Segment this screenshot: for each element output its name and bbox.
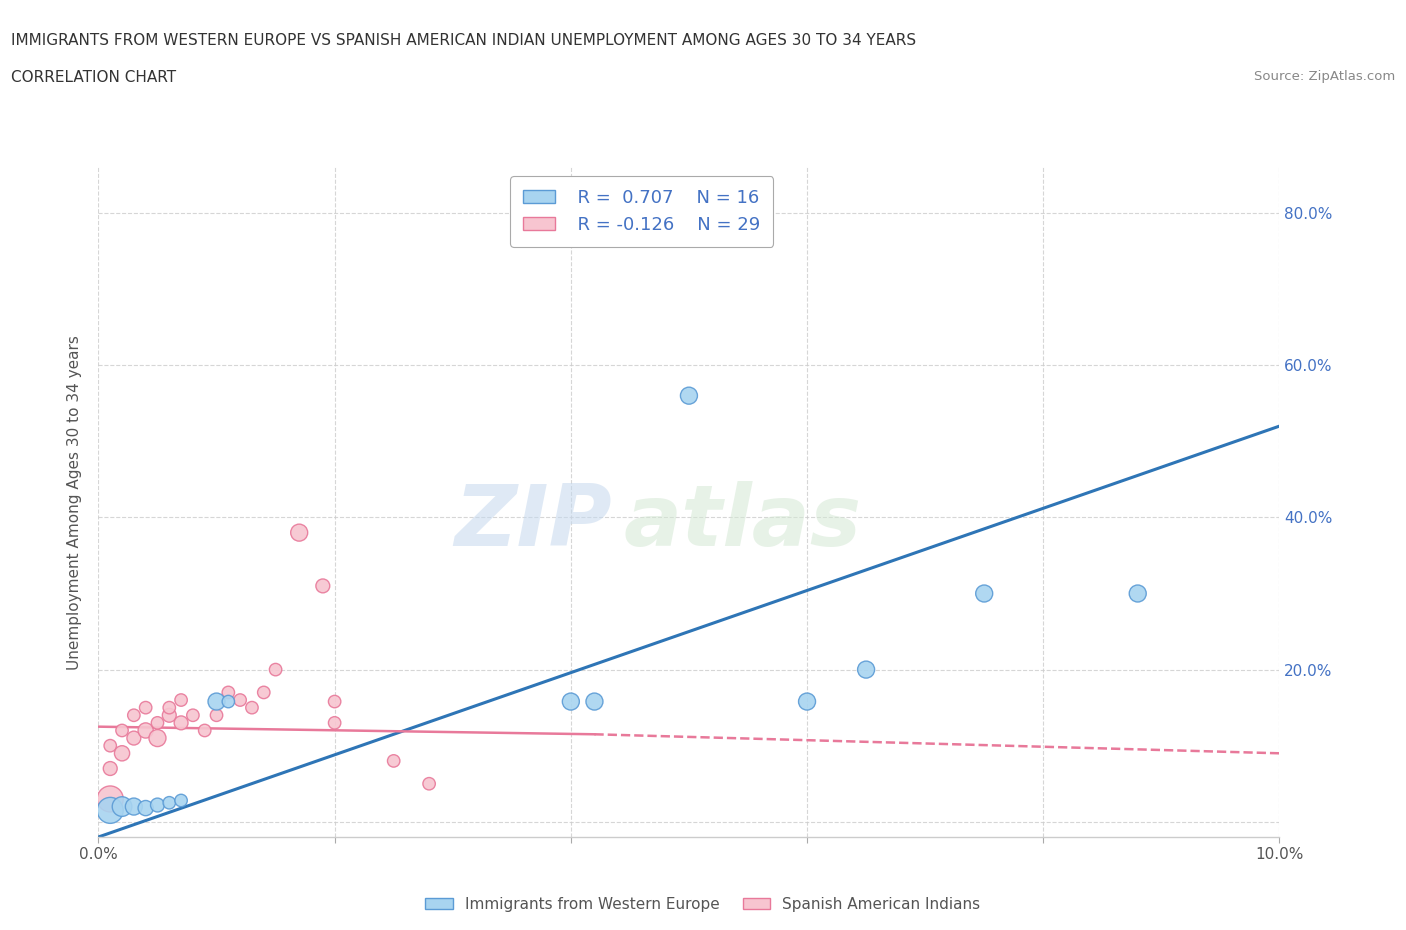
Point xyxy=(678,388,700,403)
Point xyxy=(122,708,145,723)
Point xyxy=(135,700,157,715)
Point xyxy=(418,777,440,791)
Point xyxy=(323,715,346,730)
Point xyxy=(217,685,239,700)
Text: Source: ZipAtlas.com: Source: ZipAtlas.com xyxy=(1254,70,1395,83)
Point xyxy=(122,731,145,746)
Legend: Immigrants from Western Europe, Spanish American Indians: Immigrants from Western Europe, Spanish … xyxy=(419,891,987,918)
Y-axis label: Unemployment Among Ages 30 to 34 years: Unemployment Among Ages 30 to 34 years xyxy=(67,335,83,670)
Point xyxy=(312,578,335,593)
Point xyxy=(98,761,121,776)
Point xyxy=(323,694,346,709)
Point xyxy=(157,708,180,723)
Point xyxy=(194,723,217,737)
Point xyxy=(135,801,157,816)
Point xyxy=(382,753,405,768)
Point xyxy=(205,708,228,723)
Text: ZIP: ZIP xyxy=(454,481,612,564)
Point xyxy=(157,795,180,810)
Point xyxy=(264,662,287,677)
Point xyxy=(135,723,157,737)
Point xyxy=(111,723,134,737)
Point xyxy=(855,662,877,677)
Text: atlas: atlas xyxy=(624,481,862,564)
Point xyxy=(288,525,311,540)
Point xyxy=(98,791,121,806)
Point xyxy=(217,694,239,709)
Point xyxy=(240,700,263,715)
Point xyxy=(146,731,169,746)
Text: IMMIGRANTS FROM WESTERN EUROPE VS SPANISH AMERICAN INDIAN UNEMPLOYMENT AMONG AGE: IMMIGRANTS FROM WESTERN EUROPE VS SPANIS… xyxy=(11,33,917,47)
Point xyxy=(111,746,134,761)
Point xyxy=(253,685,276,700)
Point xyxy=(111,799,134,814)
Text: CORRELATION CHART: CORRELATION CHART xyxy=(11,70,176,85)
Point xyxy=(122,799,145,814)
Point xyxy=(181,708,204,723)
Point xyxy=(583,694,606,709)
Point xyxy=(157,700,180,715)
Point xyxy=(973,586,995,601)
Point xyxy=(1126,586,1149,601)
Point xyxy=(170,715,193,730)
Point xyxy=(170,693,193,708)
Point xyxy=(560,694,582,709)
Point xyxy=(796,694,818,709)
Point xyxy=(205,694,228,709)
Point xyxy=(98,738,121,753)
Point xyxy=(146,798,169,813)
Point xyxy=(229,693,252,708)
Point xyxy=(170,793,193,808)
Legend:   R =  0.707    N = 16,   R = -0.126    N = 29: R = 0.707 N = 16, R = -0.126 N = 29 xyxy=(510,177,773,246)
Point xyxy=(146,715,169,730)
Point xyxy=(98,803,121,817)
